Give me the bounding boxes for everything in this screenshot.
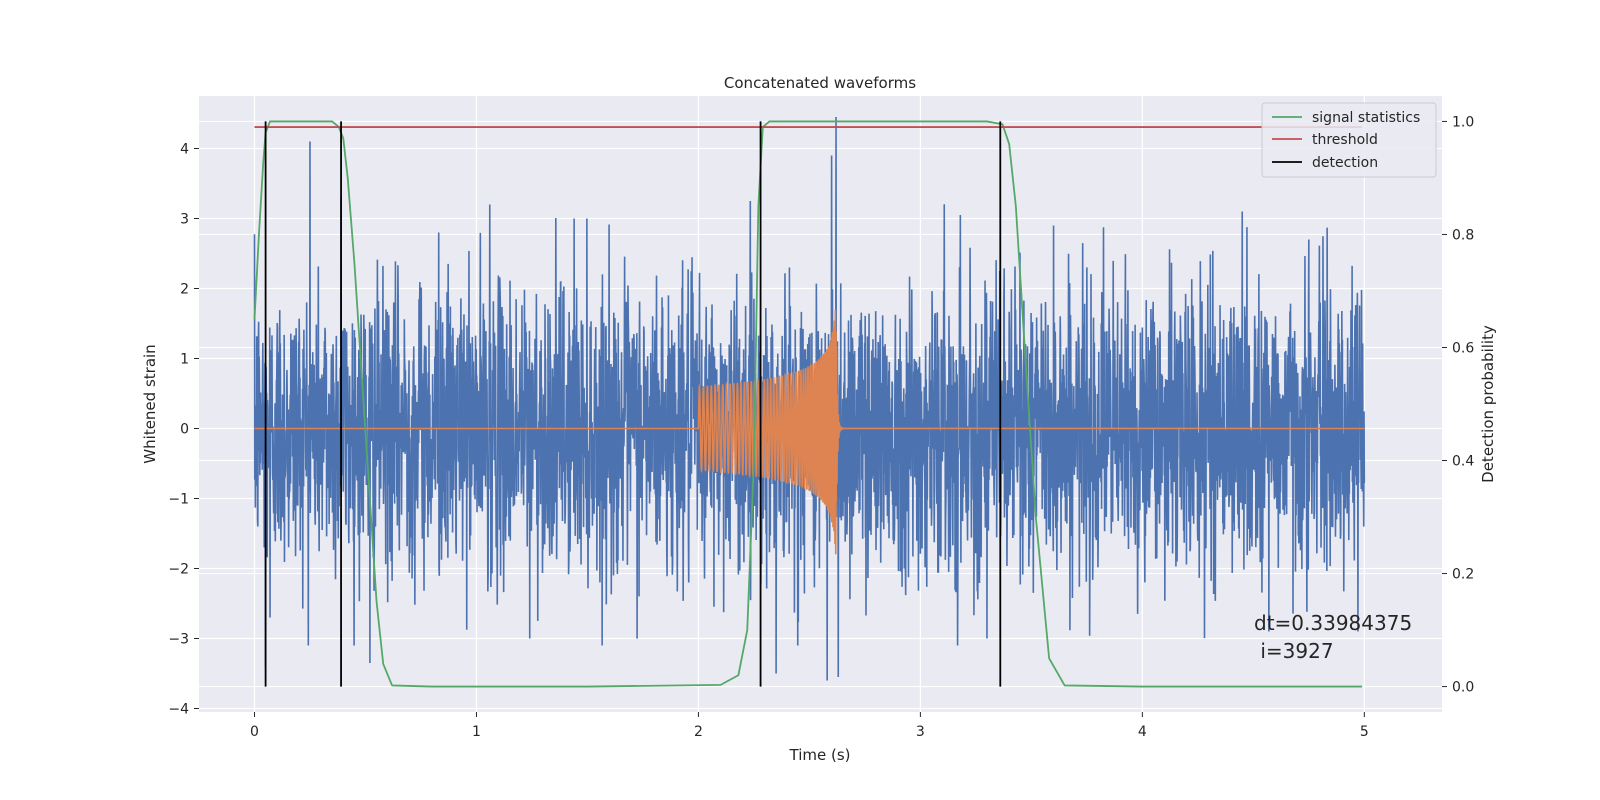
y-right-axis-label: Detection probability xyxy=(1479,325,1497,483)
y-tick-label: 3 xyxy=(180,212,189,228)
legend-box xyxy=(1261,102,1437,178)
y-right-tick-label: 0.6 xyxy=(1452,340,1474,356)
legend: signal statistics threshold detection xyxy=(1261,102,1437,178)
injection-series xyxy=(254,309,1365,555)
chart-title: Concatenated waveforms xyxy=(724,74,916,92)
legend-label-signal-statistics: signal statistics xyxy=(1312,110,1420,126)
y-tick-label: 1 xyxy=(180,352,189,368)
y-right-tick-label: 0.0 xyxy=(1452,680,1474,696)
y-tick-label: −2 xyxy=(168,562,189,578)
y-tick-label: 2 xyxy=(180,282,189,298)
y-tick-label: −3 xyxy=(168,632,189,648)
x-tick-label: 0 xyxy=(250,724,259,740)
y-right-tick-label: 0.2 xyxy=(1452,567,1474,583)
legend-label-threshold: threshold xyxy=(1312,132,1378,148)
signal-statistics-line xyxy=(253,120,1363,688)
annotation: dt=0.33984375 i=3927 xyxy=(1254,611,1412,663)
x-tick-label: 4 xyxy=(1138,724,1147,740)
y-right-tick-label: 0.8 xyxy=(1452,227,1474,243)
y-axis-label: Whitened strain xyxy=(141,344,159,463)
x-axis-label: Time (s) xyxy=(789,746,851,764)
legend-label-detection: detection xyxy=(1312,155,1378,171)
y-right-tick-label: 1.0 xyxy=(1452,114,1474,130)
annotation-line-2: i=3927 xyxy=(1254,639,1334,663)
x-tick-label: 5 xyxy=(1360,724,1369,740)
signal-statistics-series xyxy=(253,120,1363,688)
x-tick-label: 3 xyxy=(916,724,925,740)
tick-labels: 0 1 2 3 4 5 4 3 2 1 0 −1 −2 −3 −4 1.0 0.8 0.6 0.4 0.2 0.0 xyxy=(168,114,1474,740)
y-tick-label: −4 xyxy=(168,702,189,718)
injection-line xyxy=(254,309,1365,555)
annotation-line-1: dt=0.33984375 xyxy=(1254,611,1412,635)
y-tick-label: −1 xyxy=(168,492,189,508)
detection-lines xyxy=(264,121,1002,687)
y-tick-label: 0 xyxy=(180,422,189,438)
y-right-tick-label: 0.4 xyxy=(1452,454,1474,470)
y-tick-label: 4 xyxy=(180,142,189,158)
x-tick-label: 1 xyxy=(472,724,481,740)
x-tick-label: 2 xyxy=(694,724,703,740)
